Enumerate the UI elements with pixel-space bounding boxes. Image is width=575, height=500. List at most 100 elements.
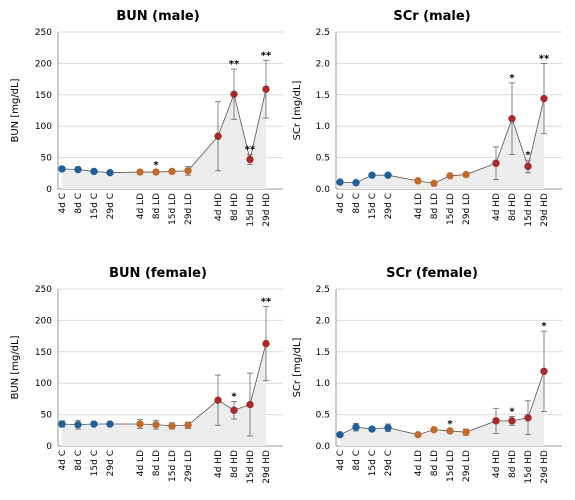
data-point (152, 420, 160, 429)
x-tick-label: 29d HD (262, 193, 272, 227)
significance-marker: * (447, 419, 453, 430)
x-tick-label: 8d HD (508, 193, 518, 221)
significance-marker: ** (539, 53, 550, 64)
data-point (230, 90, 238, 98)
data-point (184, 421, 192, 429)
y-tick-label: 1.0 (316, 122, 331, 132)
x-tick-label: 15d C (368, 193, 378, 219)
x-tick-label: 4d LD (136, 450, 146, 476)
data-point (336, 178, 344, 186)
x-tick-label: 15d LD (446, 450, 456, 482)
chart-panel: SCr (male) 0.0 0.5 1.0 1.5 2.0 2.5 SCr [mg/dL] *… (292, 9, 562, 227)
x-tick-label: 15d LD (168, 193, 178, 225)
data-point (492, 417, 500, 425)
x-tick-label: 29d HD (540, 450, 550, 484)
x-tick-label: 4d LD (414, 450, 424, 476)
area-fill (340, 371, 544, 446)
data-point (74, 165, 82, 174)
y-tick-label: 50 (41, 154, 53, 164)
data-point (540, 367, 548, 375)
x-tick-label: 8d LD (430, 450, 440, 476)
x-tick-label: 8d C (352, 193, 362, 214)
data-point (524, 414, 532, 422)
x-tick-label: 4d C (58, 450, 68, 471)
x-tick-label: 15d LD (446, 193, 456, 225)
x-tick-label: 4d HD (492, 450, 502, 478)
x-tick-label: 29d LD (462, 193, 472, 225)
x-tick-label: 15d HD (246, 193, 256, 227)
x-tick-label: 8d HD (230, 450, 240, 478)
data-point (430, 179, 438, 188)
y-tick-label: 100 (35, 379, 52, 389)
significance-marker: ** (245, 144, 256, 155)
x-tick-label: 15d HD (524, 450, 534, 484)
data-point (168, 167, 176, 176)
data-point (152, 168, 160, 176)
data-point (508, 417, 516, 425)
y-tick-label: 0 (46, 185, 52, 195)
data-point (90, 167, 98, 176)
x-tick-label: 4d C (336, 450, 346, 471)
significance-marker: * (525, 150, 531, 161)
x-tick-label: 29d HD (262, 450, 272, 484)
x-tick-label: 15d LD (168, 450, 178, 482)
x-tick-label: 29d LD (184, 193, 194, 225)
y-tick-label: 100 (35, 122, 52, 132)
x-tick-label: 4d C (336, 193, 346, 214)
x-tick-label: 29d C (106, 450, 116, 476)
data-point (58, 165, 66, 173)
x-tick-label: 29d HD (540, 193, 550, 227)
x-tick-label: 8d LD (152, 450, 162, 476)
x-tick-label: 29d C (106, 193, 116, 219)
data-point (74, 420, 82, 429)
significance-marker: * (509, 73, 515, 84)
x-tick-label: 8d C (74, 450, 84, 471)
data-point (384, 171, 392, 179)
data-point (230, 406, 238, 414)
x-tick-label: 29d C (384, 193, 394, 219)
x-tick-label: 4d C (58, 193, 68, 214)
area-fill (62, 343, 266, 446)
data-point (384, 424, 392, 432)
data-point (414, 177, 422, 185)
x-tick-label: 4d HD (492, 193, 502, 221)
data-point (214, 396, 222, 404)
data-point (352, 179, 360, 187)
y-tick-label: 150 (35, 348, 52, 358)
data-point (368, 171, 376, 179)
significance-marker: ** (229, 59, 240, 70)
x-tick-label: 4d LD (136, 193, 146, 219)
y-tick-label: 2.5 (316, 285, 330, 295)
y-tick-label: 0.0 (316, 442, 331, 452)
data-point (430, 425, 438, 434)
x-tick-label: 15d HD (246, 450, 256, 484)
chart-title: BUN (male) (116, 9, 199, 24)
x-tick-label: 29d C (384, 450, 394, 476)
chart-title: SCr (female) (386, 266, 478, 281)
data-point (262, 339, 270, 348)
y-tick-label: 1.5 (316, 348, 330, 358)
x-tick-label: 15d C (90, 450, 100, 476)
data-point (214, 132, 222, 140)
y-tick-label: 0.5 (316, 154, 330, 164)
y-tick-label: 0.5 (316, 411, 330, 421)
x-tick-label: 4d HD (214, 193, 224, 221)
y-tick-label: 0 (46, 442, 52, 452)
y-axis-label: SCr [mg/dL] (292, 81, 303, 141)
y-axis-label: BUN [mg/dL] (10, 335, 21, 399)
data-point (90, 420, 98, 428)
x-tick-label: 8d HD (230, 193, 240, 221)
data-point (352, 423, 360, 431)
data-point (246, 400, 254, 409)
data-point (492, 159, 500, 167)
data-point (462, 170, 470, 179)
x-tick-label: 15d C (90, 193, 100, 219)
data-point (262, 85, 270, 93)
x-tick-label: 8d LD (152, 193, 162, 219)
data-point (58, 420, 66, 428)
y-tick-label: 150 (35, 91, 52, 101)
data-point (462, 428, 470, 436)
